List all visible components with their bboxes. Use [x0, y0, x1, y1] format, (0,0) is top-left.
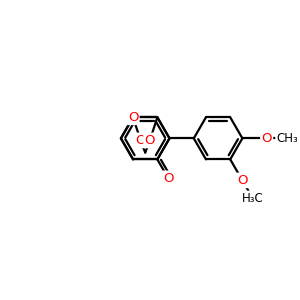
Text: H₃C: H₃C — [242, 192, 264, 205]
Text: O: O — [128, 111, 138, 124]
Text: O: O — [145, 134, 155, 147]
Text: O: O — [135, 134, 146, 147]
Text: CH₃: CH₃ — [277, 132, 298, 145]
Text: O: O — [163, 172, 173, 185]
Text: O: O — [261, 132, 272, 145]
Text: O: O — [237, 174, 247, 187]
